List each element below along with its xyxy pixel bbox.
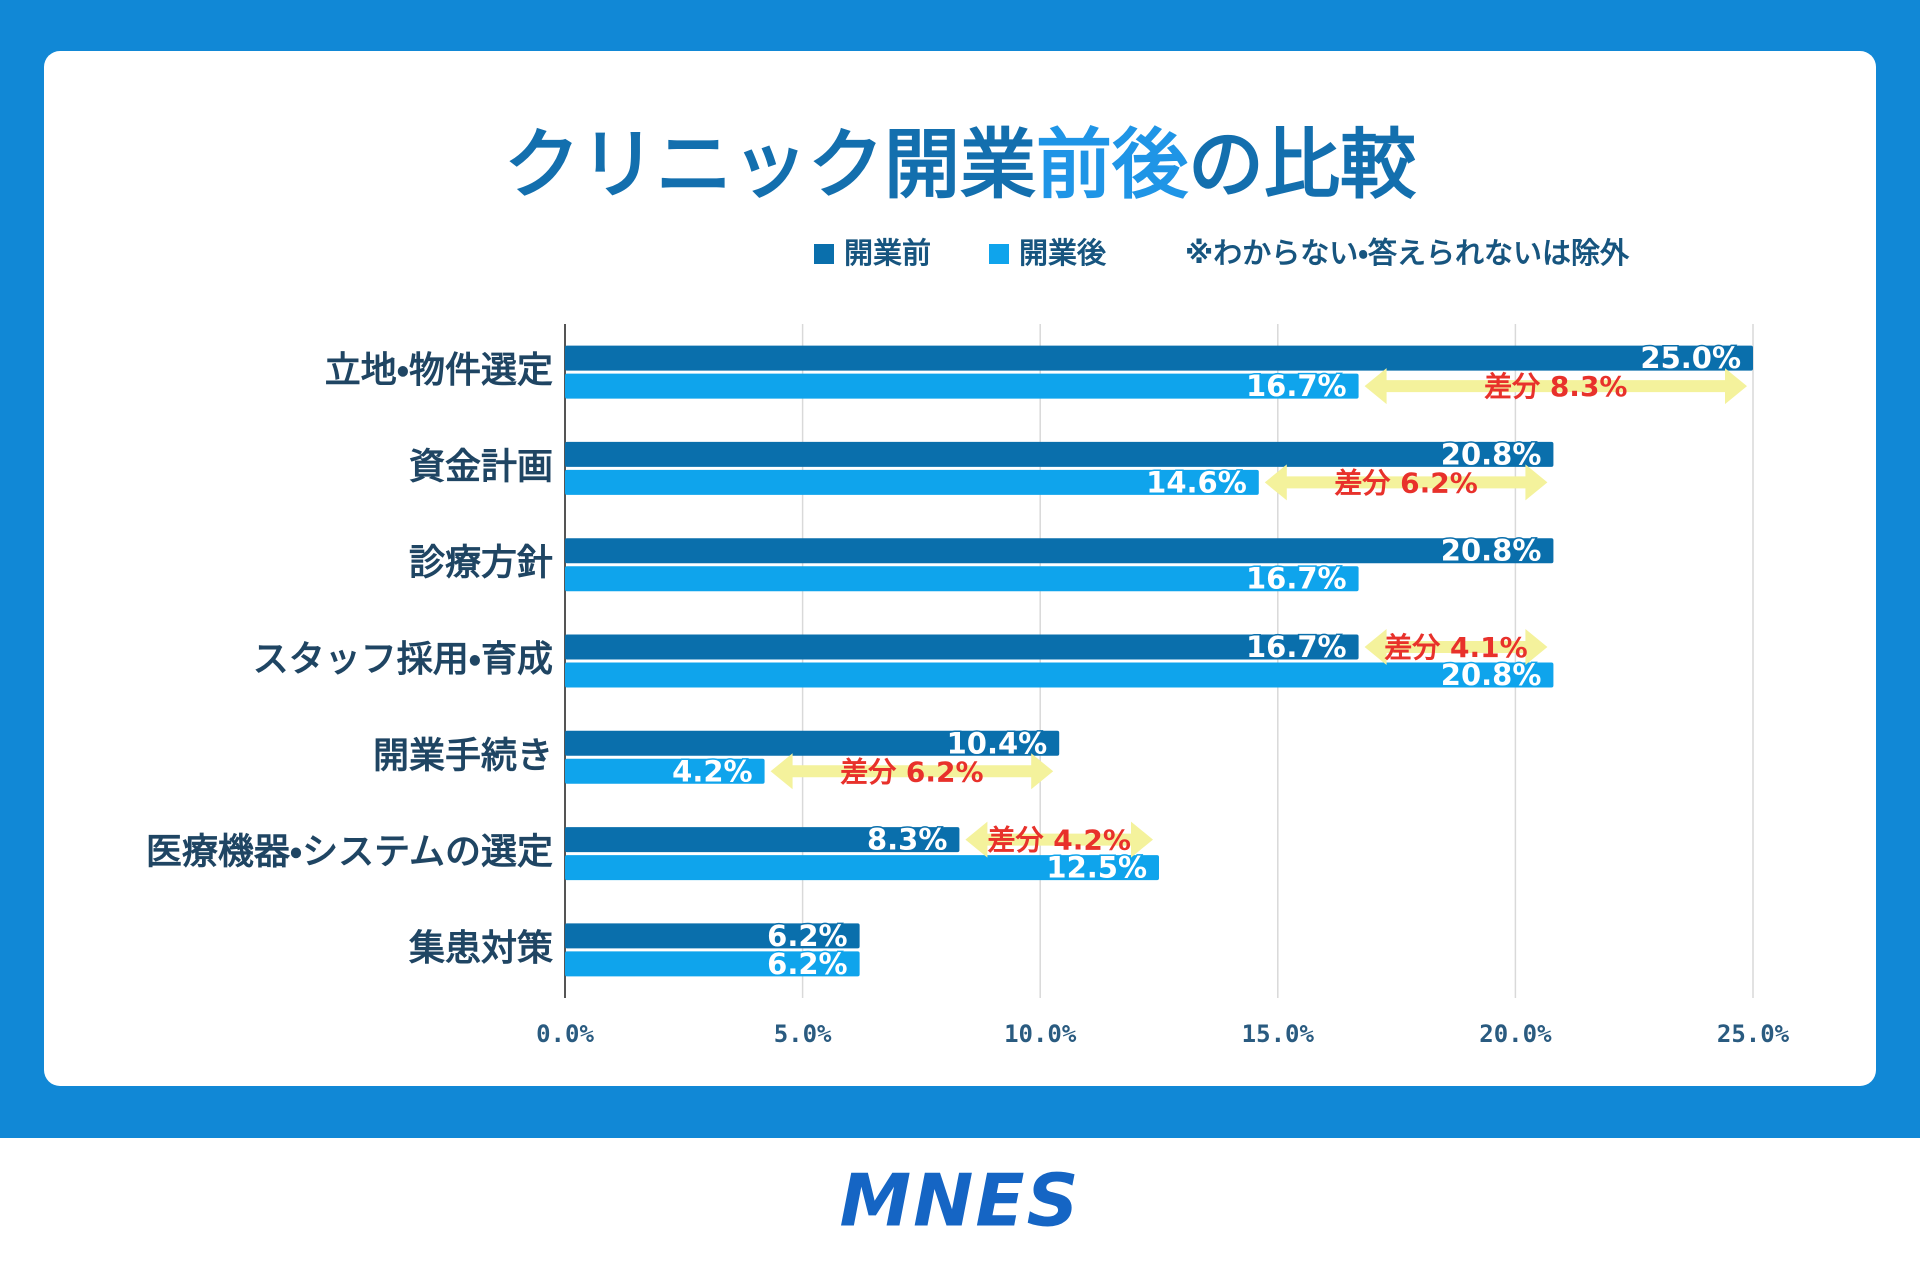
diff-label: 差分 4.1% [1384,631,1527,664]
diff-label: 差分 6.2% [840,755,983,788]
title-highlight: 前後 [1036,120,1189,209]
value-label: 20.8% [1441,658,1542,692]
title-part: の比較 [1188,120,1417,209]
note: ※わからない・答えられないは除外 [1185,236,1630,270]
x-tick-label: 25.0% [1717,1020,1790,1048]
value-label: 8.3% [867,823,947,857]
logo: MNES [840,1159,1081,1243]
chart-title: クリニック開業前後の比較 [504,120,1417,209]
value-label: 16.7% [1246,369,1347,403]
y-tick-label: 資金計画 [409,446,553,487]
bar [565,469,1259,495]
diff-arrow [965,821,1153,858]
value-label: 20.8% [1441,534,1542,568]
y-tick-label: 立地・物件選定 [325,350,553,391]
y-tick-label: 開業手続き [373,735,553,776]
diff-arrow [1364,368,1747,405]
value-label: 16.7% [1246,630,1347,664]
bar [565,951,860,977]
bar [565,538,1554,564]
title-part: クリニック開業 [504,120,1036,209]
legend-label: 開業後 [1019,236,1107,270]
y-tick-label: 集患対策 [408,928,553,969]
bar [565,758,765,784]
y-tick-label: 医療機器・システムの選定 [146,832,553,873]
bar [565,345,1753,371]
value-label: 16.7% [1246,562,1347,596]
x-tick-label: 15.0% [1242,1020,1315,1048]
value-label: 6.2% [767,947,847,981]
value-label: 6.2% [767,919,847,953]
diff-arrow [1364,629,1548,665]
legend-label: 開業前 [844,236,931,270]
bar [565,373,1359,399]
bar [565,634,1359,660]
footer-band [0,1138,1920,1280]
y-tick-label: スタッフ採用・育成 [253,639,553,680]
x-tick-label: 20.0% [1479,1020,1552,1048]
diff-label: 差分 4.2% [988,824,1131,857]
legend-swatch [814,244,834,264]
bar [565,827,960,853]
value-label: 20.8% [1441,437,1542,471]
bar [565,923,860,949]
bar [565,662,1554,688]
value-label: 10.4% [947,726,1048,760]
diff-label: 差分 8.3% [1484,370,1627,403]
diff-arrow [1264,464,1548,501]
value-label: 14.6% [1146,465,1247,499]
diff-arrow [770,753,1054,790]
bar [565,566,1359,592]
diff-label: 差分 6.2% [1334,466,1477,499]
value-label: 4.2% [672,754,752,788]
x-tick-label: 0.0% [536,1020,594,1048]
bar [565,441,1554,467]
x-tick-label: 5.0% [774,1020,832,1048]
bar [565,730,1060,756]
x-tick-label: 10.0% [1004,1020,1077,1048]
legend-swatch [989,244,1009,264]
bar [565,855,1159,881]
y-tick-label: 診療方針 [409,543,553,584]
